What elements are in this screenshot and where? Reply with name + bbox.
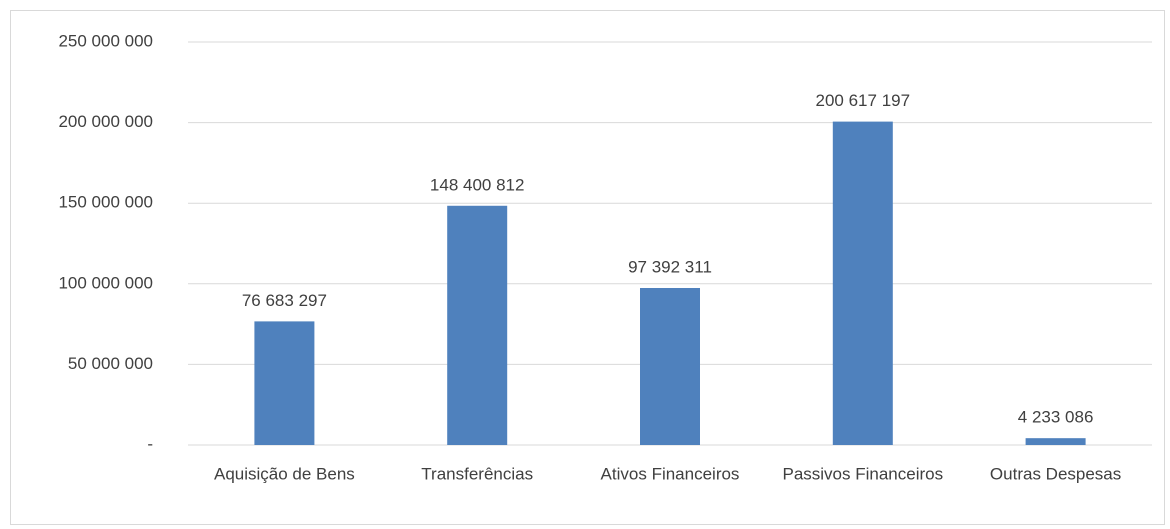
x-tick-label: Passivos Financeiros — [782, 464, 943, 483]
data-label: 148 400 812 — [430, 175, 525, 194]
x-tick-label: Outras Despesas — [990, 464, 1121, 483]
chart-border — [10, 10, 1165, 525]
y-tick-label: 200 000 000 — [58, 112, 153, 131]
data-label: 200 617 197 — [816, 91, 911, 110]
y-tick-label: 150 000 000 — [58, 193, 153, 212]
y-tick-label: - — [147, 434, 153, 453]
x-tick-label: Aquisição de Bens — [214, 464, 355, 483]
y-tick-label: 250 000 000 — [58, 31, 153, 50]
bar — [640, 288, 700, 445]
x-tick-label: Transferências — [421, 464, 533, 483]
bar — [254, 321, 315, 445]
x-tick-label: Ativos Financeiros — [601, 464, 740, 483]
y-tick-label: 100 000 000 — [58, 273, 153, 292]
bar — [447, 205, 508, 445]
data-label: 4 233 086 — [1018, 408, 1094, 427]
y-tick-label: 50 000 000 — [68, 354, 153, 373]
data-label: 97 392 311 — [628, 257, 712, 276]
bar — [1025, 438, 1086, 445]
bar — [832, 121, 893, 446]
data-label: 76 683 297 — [242, 291, 327, 310]
